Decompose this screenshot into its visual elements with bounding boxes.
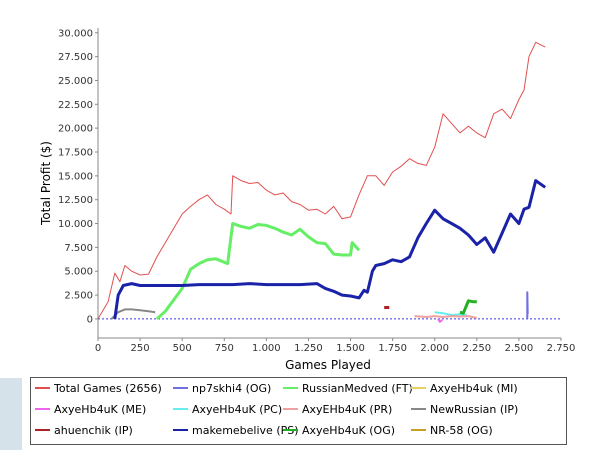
x-tick-label: 250 xyxy=(131,343,150,354)
series-line-9 xyxy=(113,179,547,320)
legend-label: ahuenchik (IP) xyxy=(54,424,133,437)
y-axis-title: Total Profit ($) xyxy=(39,141,53,226)
x-tick-label: 1.000 xyxy=(252,343,281,354)
x-tick-label: 2.250 xyxy=(462,343,491,354)
legend-swatch xyxy=(411,429,426,431)
y-tick-label: 12.500 xyxy=(58,195,93,206)
legend-label: AxyEHb4uK (PR) xyxy=(302,403,393,416)
chart-legend: Total Games (2656) np7skhi4 (OG) RussianMe… xyxy=(30,377,567,445)
y-tick-label: 27.500 xyxy=(58,52,93,63)
series-line-0 xyxy=(97,41,546,320)
legend-swatch xyxy=(283,429,298,431)
y-tick-label: 15.000 xyxy=(58,171,93,182)
legend-swatch xyxy=(173,408,188,410)
y-tick-label: 5.000 xyxy=(64,267,93,278)
x-tick-label: 2.000 xyxy=(420,343,449,354)
x-axis-title: Games Played xyxy=(285,358,371,372)
chart-area: 0 250 500 750 1.000 1.250 1.500 1.750 2.000 2.250… xyxy=(39,28,576,372)
x-tick-label: 1.250 xyxy=(294,343,323,354)
legend-label: AxyeHb4uK (PC) xyxy=(192,403,283,416)
y-tick-label: 0 xyxy=(87,314,93,325)
y-tick-label: 30.000 xyxy=(58,28,93,39)
legend-item: AxyEHb4uK (PR) xyxy=(283,402,392,418)
legend-item: NR-58 (OG) xyxy=(411,423,493,439)
legend-item: makemebelive (PS) xyxy=(173,423,299,439)
legend-item: ahuenchik (IP) xyxy=(35,423,133,439)
legend-label: Total Games (2656) xyxy=(54,382,162,395)
legend-item: AxyeHb4uK (PC) xyxy=(173,402,282,418)
x-tick-label: 2.750 xyxy=(547,343,576,354)
y-tick-label: 25.000 xyxy=(58,76,93,87)
legend-swatch xyxy=(411,408,426,410)
legend-swatch xyxy=(35,429,50,431)
x-tick-label: 500 xyxy=(173,343,192,354)
series-line-2 xyxy=(155,222,361,321)
series-line-4 xyxy=(437,318,443,323)
y-tick-label: 10.000 xyxy=(58,219,93,230)
legend-label: AxyeHb4uk (MI) xyxy=(430,382,518,395)
x-tick-label: 1.500 xyxy=(336,343,365,354)
legend-swatch xyxy=(283,408,298,410)
y-tick-label: 7.500 xyxy=(64,243,93,254)
x-tick-label: 0 xyxy=(95,343,101,354)
x-tick-label: 750 xyxy=(215,343,234,354)
x-tick-label: 2.500 xyxy=(505,343,534,354)
y-tick-label: 2.500 xyxy=(64,291,93,302)
legend-item: AxyeHb4uk (MI) xyxy=(411,381,518,397)
legend-item: np7skhi4 (OG) xyxy=(173,381,271,397)
legend-swatch xyxy=(283,387,298,389)
legend-label: AxyeHb4uK (ME) xyxy=(54,403,147,416)
series-line-10 xyxy=(459,299,477,315)
y-tick-label: 17.500 xyxy=(58,148,93,159)
legend-label: np7skhi4 (OG) xyxy=(192,382,272,395)
legend-label: NR-58 (OG) xyxy=(430,424,493,437)
legend-item: NewRussian (IP) xyxy=(411,402,518,418)
legend-item: AxyeHb4uK (ME) xyxy=(35,402,146,418)
legend-item: Total Games (2656) xyxy=(35,381,162,397)
legend-swatch xyxy=(173,387,188,389)
legend-swatch xyxy=(35,387,50,389)
legend-label: NewRussian (IP) xyxy=(430,403,519,416)
legend-item: RussianMedved (FT) xyxy=(283,381,413,397)
plot-area xyxy=(98,28,561,338)
legend-swatch xyxy=(411,387,426,389)
legend-swatch xyxy=(173,429,188,431)
legend-label: makemebelive (PS) xyxy=(192,424,299,437)
x-tick-label: 1.750 xyxy=(378,343,407,354)
legend-swatch xyxy=(35,408,50,410)
series-line-6 xyxy=(414,315,478,319)
y-tick-label: 22.500 xyxy=(58,100,93,111)
series-line-7 xyxy=(110,308,156,320)
series-line-5 xyxy=(434,311,467,317)
legend-label: AxyeHb4uK (OG) xyxy=(302,424,396,437)
y-tick-label: 20.000 xyxy=(58,124,93,135)
legend-label: RussianMedved (FT) xyxy=(302,382,413,395)
legend-item: AxyeHb4uK (OG) xyxy=(283,423,395,439)
